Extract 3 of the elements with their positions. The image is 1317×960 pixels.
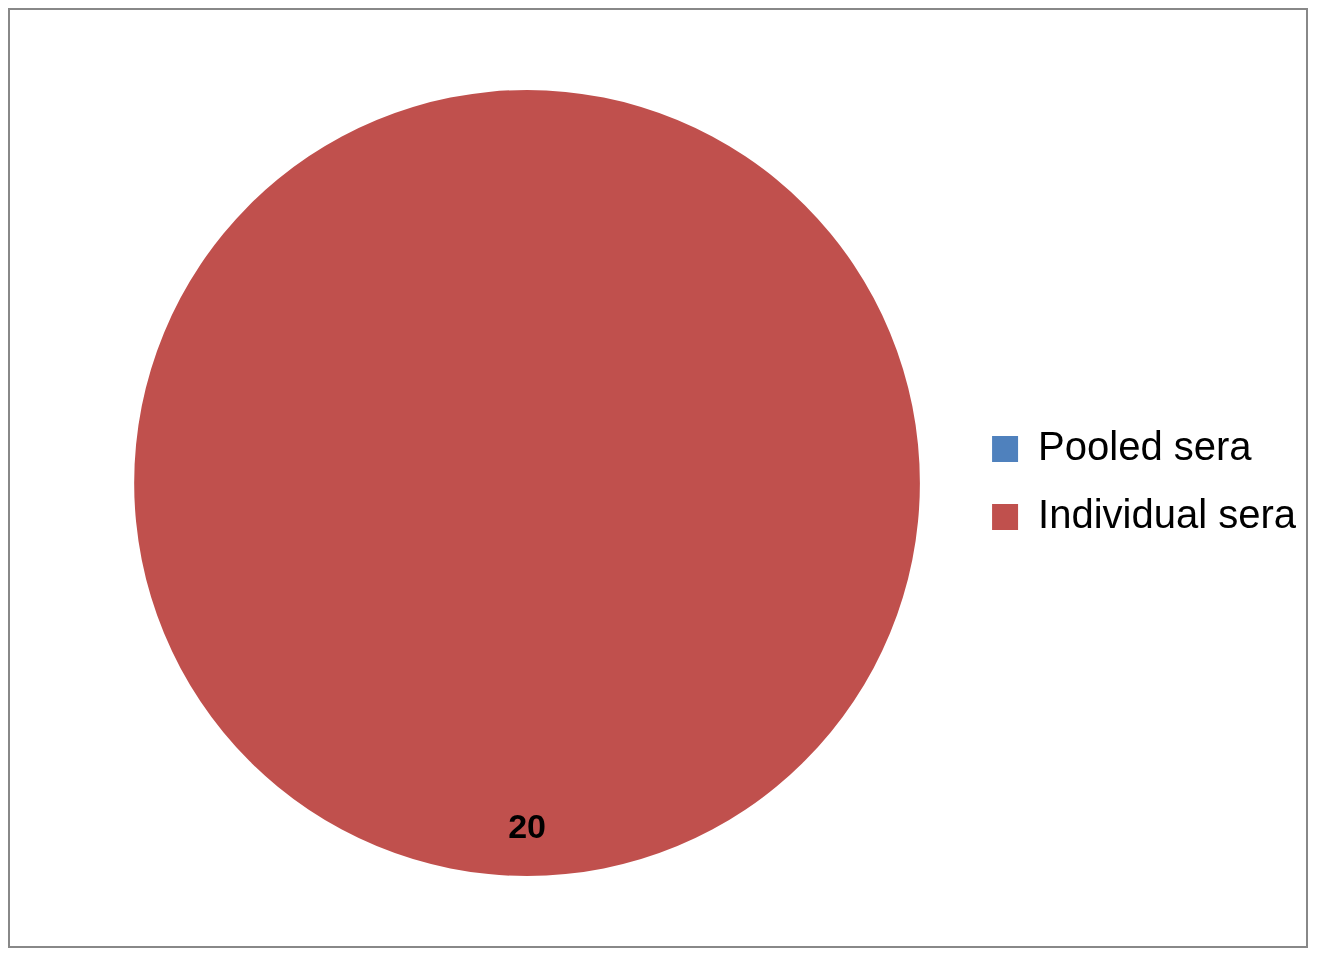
legend-label: Pooled sera <box>1038 424 1253 469</box>
legend-label: Individual sera <box>1038 492 1297 537</box>
data-label: 20 <box>508 807 546 846</box>
